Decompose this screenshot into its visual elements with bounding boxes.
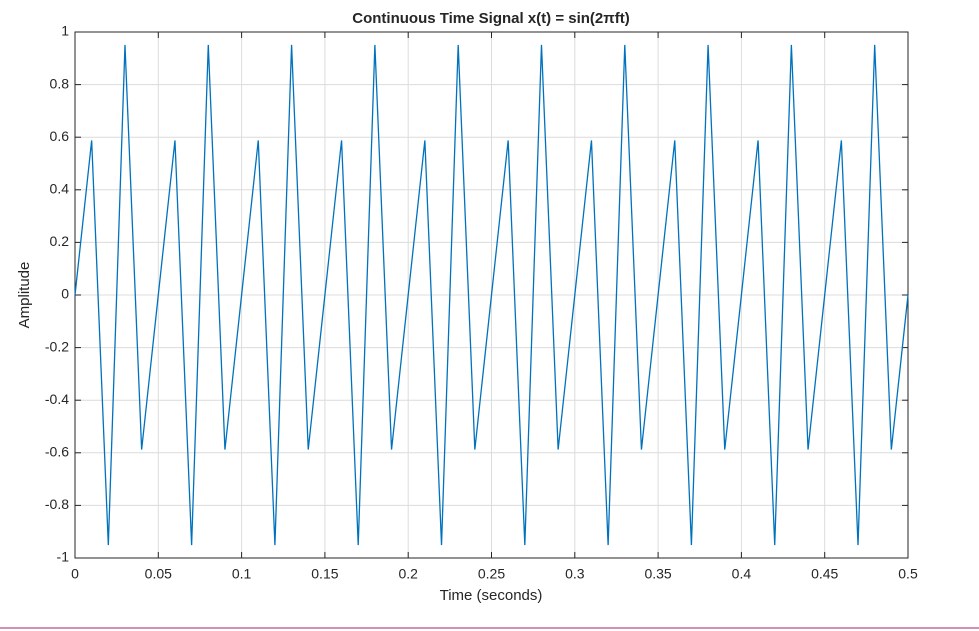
- y-tick-label: 1: [61, 23, 69, 39]
- y-tick-label: 0.8: [50, 75, 70, 91]
- y-tick-label: -0.6: [45, 444, 69, 460]
- y-tick-label: -0.4: [45, 391, 69, 407]
- x-tick-label: 0.45: [811, 566, 838, 582]
- y-axis-label: Amplitude: [16, 262, 33, 329]
- x-tick-label: 0.5: [898, 566, 918, 582]
- signal-line: [74, 44, 909, 546]
- y-tick-label: 0.6: [50, 128, 70, 144]
- x-tick-label: 0.15: [311, 566, 338, 582]
- chart-title: Continuous Time Signal x(t) = sin(2πft): [352, 10, 629, 27]
- x-axis-label: Time (seconds): [440, 587, 543, 604]
- y-tick-label: 0: [61, 286, 69, 302]
- y-tick-label: 0.2: [50, 233, 70, 249]
- x-tick-label: 0: [71, 566, 79, 582]
- x-tick-label: 0.25: [478, 566, 505, 582]
- y-tick-label: -0.8: [45, 496, 69, 512]
- x-tick-label: 0.2: [398, 566, 418, 582]
- y-tick-label: -1: [57, 549, 70, 565]
- x-tick-label: 0.3: [565, 566, 585, 582]
- x-tick-label: 0.35: [644, 566, 671, 582]
- y-tick-label: 0.4: [50, 181, 70, 197]
- x-tick-label: 0.05: [145, 566, 172, 582]
- y-tick-label: -0.2: [45, 338, 69, 354]
- x-tick-label: 0.1: [232, 566, 252, 582]
- x-tick-label: 0.4: [732, 566, 752, 582]
